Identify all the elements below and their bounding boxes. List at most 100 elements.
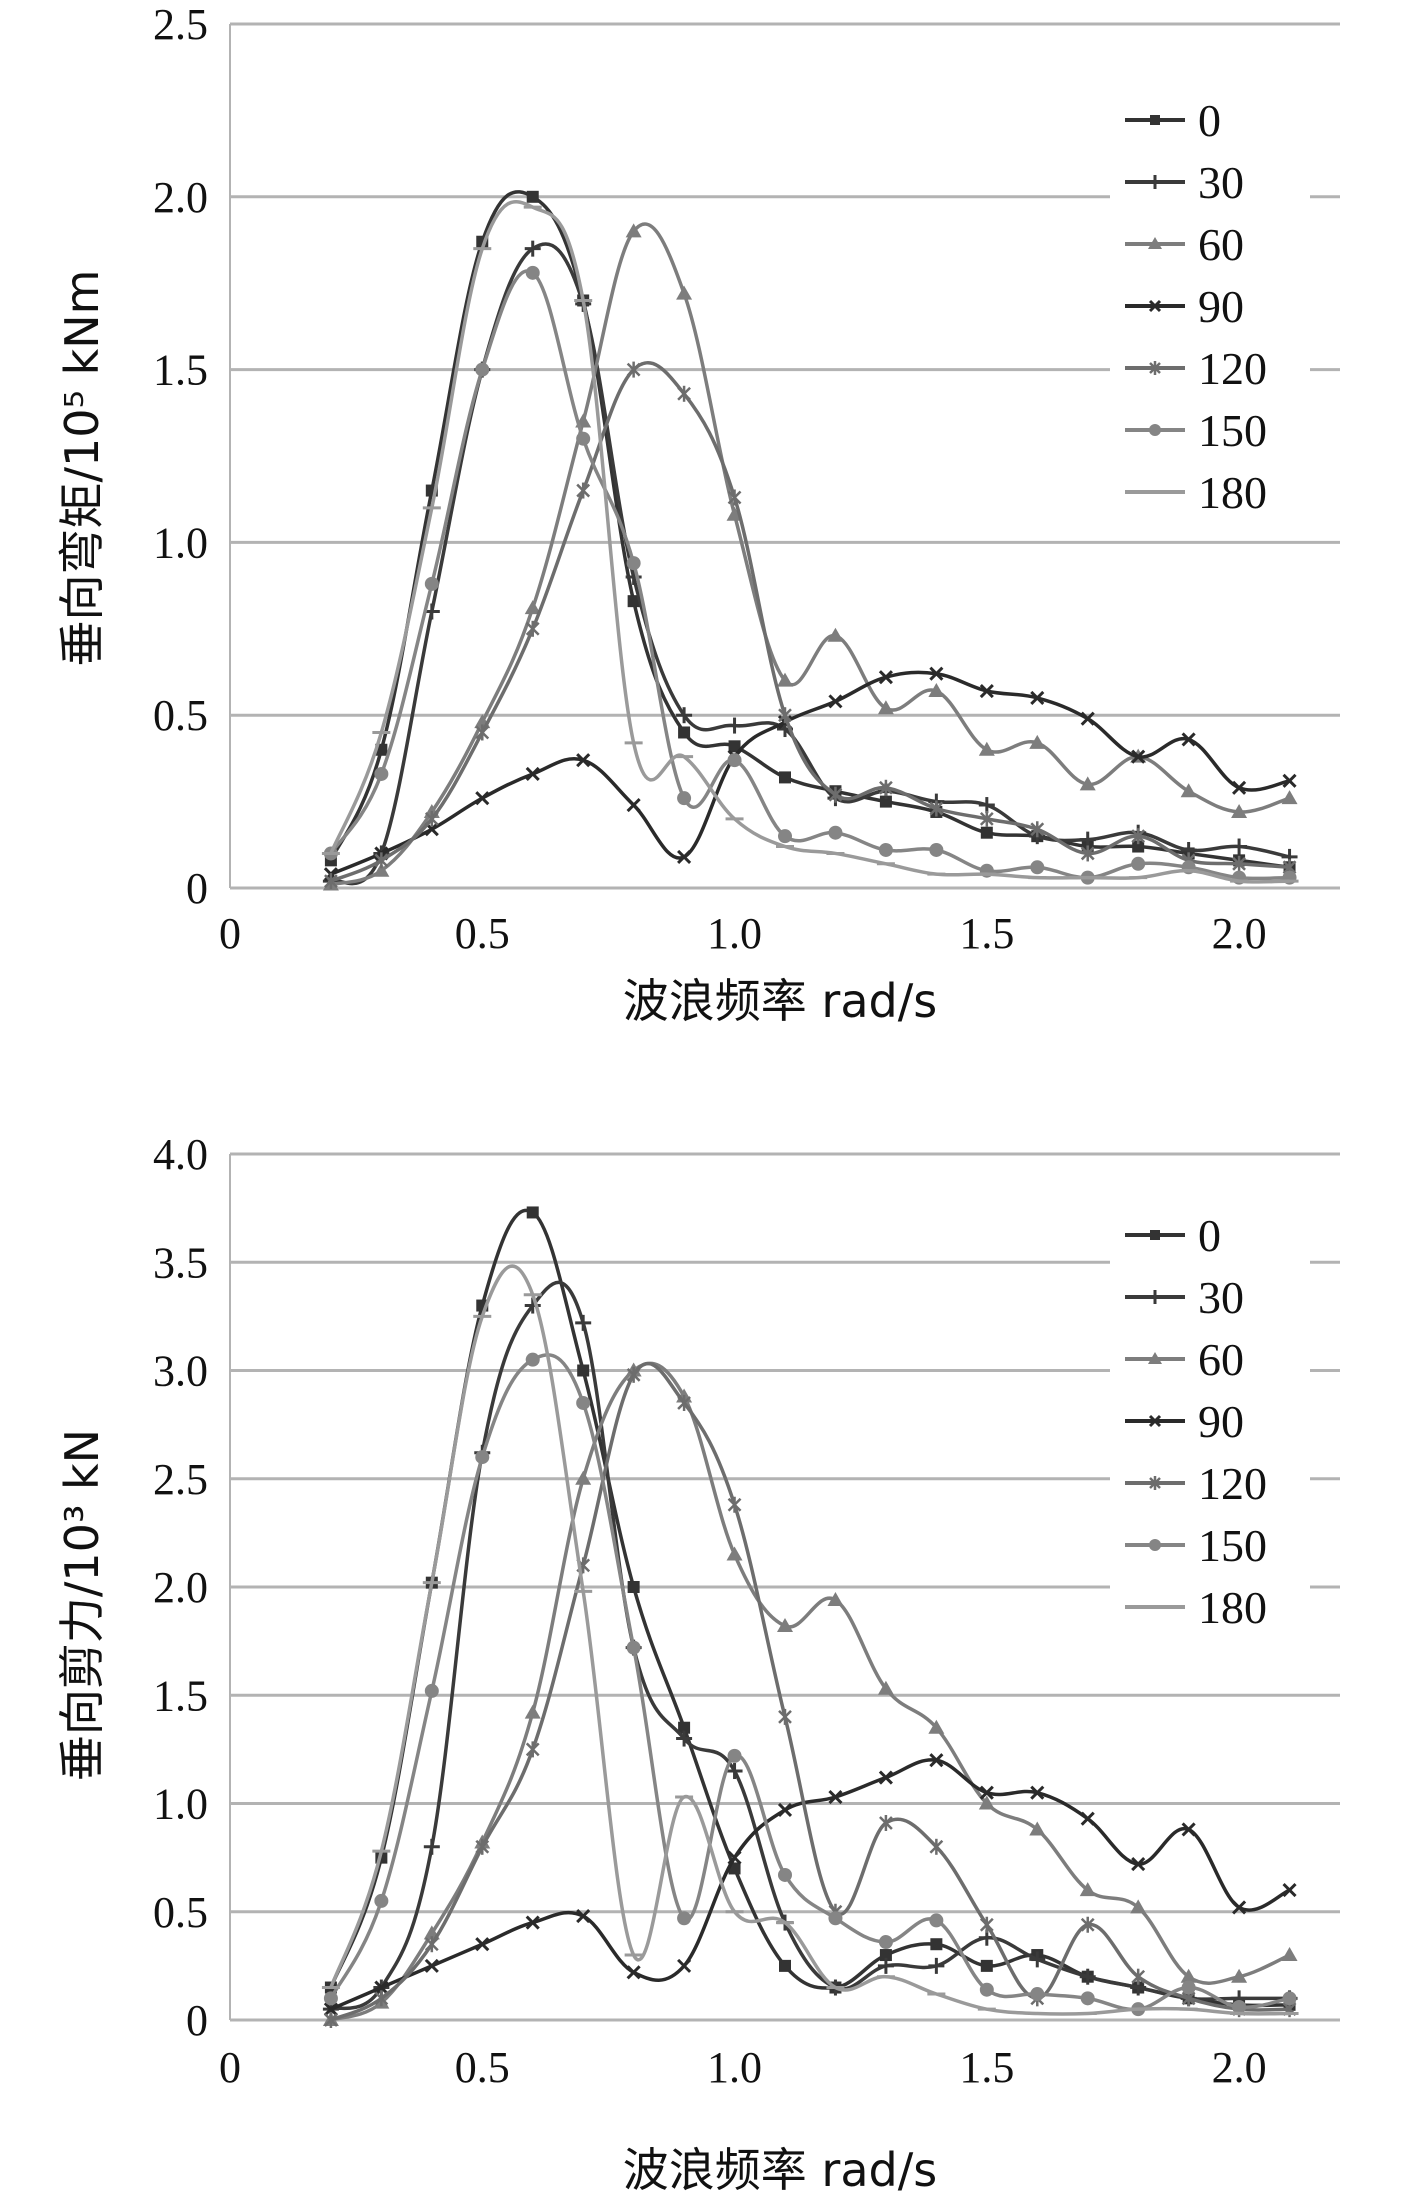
bm-series-0-point-4 bbox=[526, 190, 539, 203]
sf-series-150-point-19 bbox=[1282, 1991, 1297, 2006]
bm-series-90-point-16 bbox=[1131, 749, 1146, 764]
sf-series-150-point-12 bbox=[929, 1913, 944, 1928]
bm-series-30-point-7 bbox=[676, 707, 693, 724]
sf-series-0-point-7 bbox=[678, 1721, 691, 1734]
sf-series-30-point-15 bbox=[1079, 1968, 1096, 1985]
bm-legend-marker-90-b bbox=[1148, 299, 1162, 313]
bm-y-tick-5: 2.5 bbox=[153, 0, 208, 49]
bm-series-90-point-5-b bbox=[576, 753, 591, 768]
sf-series-90-point-10 bbox=[828, 1789, 843, 1805]
sf-series-90-point-11-b bbox=[878, 1770, 893, 1785]
bm-series-90-point-7 bbox=[677, 849, 692, 864]
bm-series-30-point-13 bbox=[978, 797, 995, 814]
sf-series-60-point-14 bbox=[1029, 1821, 1046, 1836]
bm-series-150-point-12 bbox=[929, 842, 944, 857]
bm-series-150-point-6 bbox=[626, 556, 641, 571]
bm-series-30-point-18 bbox=[1231, 838, 1248, 855]
sf-series-90-point-17 bbox=[1181, 1822, 1196, 1837]
sf-legend-marker-150 bbox=[1149, 1539, 1161, 1551]
bm-legend-label-150: 150 bbox=[1198, 405, 1267, 456]
sf-series-150-point-5 bbox=[576, 1395, 591, 1410]
sf-x-tick-3: 1.5 bbox=[959, 2043, 1014, 2092]
sf-series-60-point-16 bbox=[1130, 1899, 1147, 1914]
bm-series-120-point-4 bbox=[525, 620, 540, 637]
sf-series-30-point-14 bbox=[1029, 1951, 1046, 1968]
bm-series-0-point-16 bbox=[1132, 840, 1145, 853]
bm-legend-label-0: 0 bbox=[1198, 95, 1221, 146]
bm-legend-item-90: 90 bbox=[1125, 281, 1244, 332]
bm-series-120-point-9 bbox=[778, 707, 792, 724]
sf-series-90-point-8 bbox=[727, 1850, 742, 1865]
sf-series-90-point-6-b bbox=[626, 1965, 641, 1980]
bm-series-120-point-14 bbox=[1030, 821, 1045, 838]
bm-x-tick-3: 1.5 bbox=[959, 909, 1014, 958]
sf-series-90-point-5-b bbox=[576, 1909, 591, 1924]
bm-series-60-point-19 bbox=[1281, 790, 1298, 805]
sf-y-tick-3: 1.5 bbox=[153, 1671, 208, 1720]
sf-series-90-point-4-b bbox=[525, 1915, 540, 1930]
sf-series-30-point-11 bbox=[877, 1957, 894, 1974]
sf-series-90-point-2 bbox=[424, 1958, 439, 1973]
sf-series-90-point-6 bbox=[626, 1965, 641, 1980]
sf-y-tick-1: 0.5 bbox=[153, 1888, 208, 1937]
sf-series-90-point-10-b bbox=[828, 1789, 843, 1805]
bm-series-90-point-6-b bbox=[626, 797, 641, 813]
bm-series-60-point-4 bbox=[524, 600, 541, 615]
sf-series-90-point-16-b bbox=[1131, 1857, 1146, 1872]
bm-legend-label-120: 120 bbox=[1198, 343, 1267, 394]
bm-series-60-point-12 bbox=[928, 683, 945, 698]
sf-series-90-point-15-b bbox=[1080, 1811, 1095, 1826]
sf-series-150-point-6 bbox=[626, 1640, 641, 1655]
sf-legend-label-180: 180 bbox=[1198, 1582, 1267, 1633]
sf-series-30-point-7 bbox=[676, 1730, 693, 1747]
sf-series-120-point-9 bbox=[778, 1708, 792, 1725]
sf-series-150-point-4 bbox=[525, 1352, 540, 1367]
bm-series-150-point-7 bbox=[677, 791, 692, 806]
sf-series-90-point-0 bbox=[323, 2002, 338, 2017]
bm-series-30-point-8 bbox=[726, 717, 743, 734]
sf-series-30-point-8 bbox=[726, 1763, 743, 1780]
bm-series-90-point-14 bbox=[1030, 690, 1045, 705]
sf-legend-label-90: 90 bbox=[1198, 1396, 1244, 1447]
sf-x-tick-4: 2.0 bbox=[1212, 2043, 1267, 2092]
bm-series-150-point-2 bbox=[424, 576, 439, 591]
bending-moment-y-axis-title: 垂向弯矩/10⁵ kNm bbox=[55, 270, 109, 667]
sf-series-60-point-10 bbox=[827, 1591, 844, 1606]
sf-series-90-point-8-b bbox=[727, 1850, 742, 1865]
shear-force-chart: 0 0.5 1.0 1.5 2.0 2.5 3.0 3.5 4.0 0 0.5 1.0 1.5 2.0 波… bbox=[55, 1130, 1340, 2197]
sf-series-90-point-2-b bbox=[424, 1958, 439, 1973]
sf-series-120-point-6 bbox=[626, 1366, 641, 1383]
bm-series-90-point-14-b bbox=[1030, 690, 1045, 705]
sf-series-0-point-5 bbox=[577, 1364, 590, 1377]
bm-y-tick-0: 0 bbox=[186, 864, 208, 913]
bm-series-90-point-4-b bbox=[525, 766, 540, 782]
bm-series-90-point-3 bbox=[475, 791, 490, 806]
bm-series-90-point-7-b bbox=[677, 849, 692, 864]
bm-legend-marker-90 bbox=[1148, 299, 1162, 313]
shear-force-legend: 0 30 60 90 120 150 180 bbox=[1110, 1199, 1310, 1641]
bm-series-120-line bbox=[330, 361, 1290, 883]
sf-series-120-point-8 bbox=[727, 1496, 742, 1513]
bm-series-120-point-8 bbox=[727, 489, 742, 506]
sf-series-150-point-9 bbox=[778, 1867, 792, 1882]
sf-series-150-point-8 bbox=[727, 1748, 742, 1763]
sf-series-90-point-15 bbox=[1080, 1811, 1095, 1826]
sf-legend-marker-90 bbox=[1148, 1414, 1162, 1428]
bm-series-120-point-0 bbox=[324, 873, 338, 890]
bm-legend-item-150: 150 bbox=[1125, 405, 1267, 456]
bm-y-tick-4: 2.0 bbox=[153, 173, 208, 222]
bm-legend-item-60: 60 bbox=[1125, 219, 1244, 270]
sf-legend-label-0: 0 bbox=[1198, 1210, 1221, 1261]
sf-series-150-point-14 bbox=[1030, 1987, 1045, 2002]
sf-series-60-point-11 bbox=[877, 1680, 894, 1695]
bm-series-90-point-12-b bbox=[929, 666, 944, 681]
sf-series-30-point-2 bbox=[423, 1838, 440, 1855]
sf-series-60-point-5 bbox=[575, 1470, 592, 1485]
sf-series-90-point-19-b bbox=[1282, 1883, 1297, 1898]
bm-series-90-line bbox=[330, 670, 1290, 876]
bm-series-90-point-11 bbox=[878, 670, 893, 685]
sf-series-150-point-0 bbox=[323, 1991, 338, 2006]
sf-series-90-point-7 bbox=[677, 1958, 692, 1973]
sf-series-90-point-18 bbox=[1232, 1900, 1247, 1915]
sf-series-90-point-9-b bbox=[777, 1802, 793, 1818]
